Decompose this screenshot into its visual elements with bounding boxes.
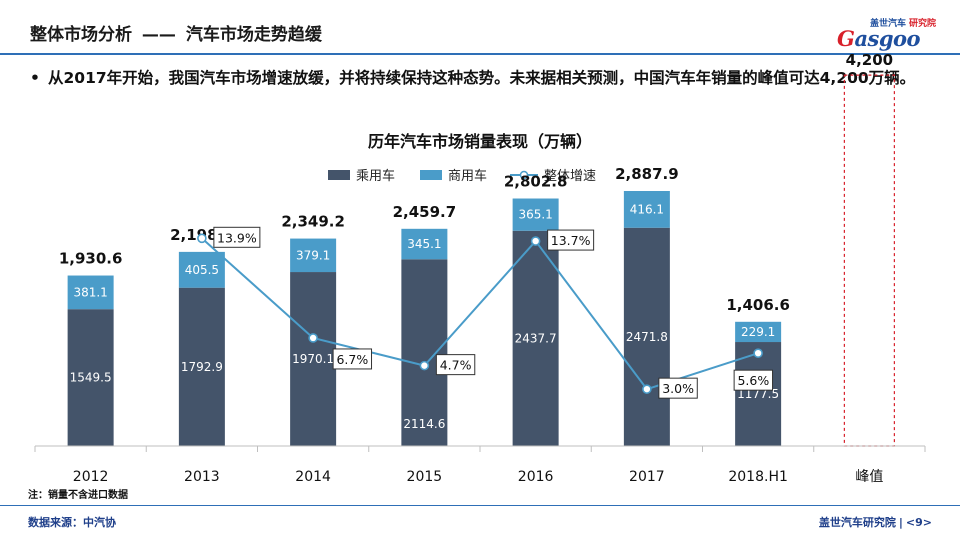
bar-commercial bbox=[178, 251, 225, 288]
summary-text: 从2017年开始，我国汽车市场增速放缓，并将持续保持这种态势。未来据相关预测，中… bbox=[48, 69, 916, 87]
growth-label-box bbox=[733, 369, 774, 391]
x-tick-label: 2012 bbox=[73, 469, 109, 485]
bar-passenger bbox=[623, 227, 670, 446]
bar-commercial bbox=[735, 321, 782, 343]
bar-passenger bbox=[512, 230, 559, 446]
data-label-commercial: 345.1 bbox=[407, 237, 441, 251]
bar-commercial bbox=[67, 275, 114, 310]
logo-wordmark: Gasgoo bbox=[837, 26, 921, 51]
data-label-passenger: 2471.8 bbox=[626, 330, 668, 344]
growth-label-box bbox=[658, 377, 698, 399]
data-source: 数据来源：中汽协 bbox=[28, 516, 116, 529]
data-label-total: 4,200 bbox=[846, 51, 893, 69]
logo-wordmark-text: asgoo bbox=[854, 26, 921, 51]
x-tick-label: 2013 bbox=[184, 469, 220, 485]
data-label-total: 1,406.6 bbox=[726, 296, 790, 314]
growth-label-box bbox=[332, 348, 373, 370]
data-label-total: 2,349.2 bbox=[281, 213, 345, 231]
growth-label: 4.7% bbox=[440, 358, 472, 373]
gasgoo-logo: 盖世汽车 研究院 Gasgoo bbox=[835, 16, 936, 51]
legend-growth-marker bbox=[519, 170, 529, 180]
bar-commercial bbox=[512, 198, 559, 231]
growth-point bbox=[197, 233, 207, 244]
growth-label: 3.0% bbox=[662, 381, 694, 396]
growth-label-box bbox=[213, 226, 261, 248]
page-title: 整体市场分析 —— 汽车市场走势趋缓 bbox=[30, 20, 322, 45]
data-label-commercial: 381.1 bbox=[73, 285, 107, 299]
data-label-passenger: 1549.5 bbox=[70, 371, 112, 385]
bar-commercial bbox=[290, 238, 337, 273]
growth-label: 5.6% bbox=[737, 373, 769, 388]
footnote: 注：销量不含进口数据 bbox=[28, 490, 128, 501]
footer-separator: | bbox=[898, 516, 903, 529]
bar-passenger bbox=[290, 272, 337, 446]
chart-title: 历年汽车市场销量表现（万辆） bbox=[367, 132, 592, 151]
footer-brand: 盖世汽车研究院 | <9> bbox=[819, 514, 932, 530]
x-tick-label: 2018.H1 bbox=[728, 469, 788, 485]
legend-commercial-swatch bbox=[420, 170, 442, 180]
data-label-total: 1,930.6 bbox=[59, 250, 123, 268]
bar-passenger bbox=[178, 287, 225, 446]
logo-initial: G bbox=[837, 26, 855, 51]
x-tick-label: 2017 bbox=[629, 469, 665, 485]
summary-bullet: • 从2017年开始，我国汽车市场增速放缓，并将持续保持这种态势。未来据相关预测… bbox=[30, 66, 935, 91]
logo-caption-institute: 研究院 bbox=[909, 19, 937, 29]
growth-label-box bbox=[435, 354, 476, 376]
data-label-commercial: 416.1 bbox=[630, 202, 664, 216]
data-label-commercial: 379.1 bbox=[296, 248, 330, 262]
data-label-total: 2,459.7 bbox=[393, 203, 457, 221]
growth-point bbox=[753, 348, 763, 358]
x-tick-label: 2014 bbox=[295, 469, 331, 485]
data-label-commercial: 365.1 bbox=[518, 208, 552, 222]
x-tick-label: 峰值 bbox=[855, 469, 883, 485]
footer-divider bbox=[0, 505, 960, 506]
bar-commercial bbox=[623, 190, 670, 228]
bullet-dot-icon: • bbox=[30, 69, 40, 87]
logo-caption-brand: 盖世汽车 bbox=[870, 19, 907, 29]
data-label-commercial: 405.5 bbox=[185, 263, 219, 277]
data-label-total: 2,887.9 bbox=[615, 165, 679, 183]
section-title: 整体市场分析 bbox=[30, 25, 132, 45]
header-divider bbox=[0, 53, 960, 55]
bar-passenger bbox=[67, 309, 114, 446]
legend-passenger-label: 乘用车 bbox=[356, 168, 395, 184]
topic-title: 汽车市场走势趋缓 bbox=[185, 25, 322, 45]
bar-peak bbox=[843, 74, 895, 447]
data-label-passenger: 1970.1 bbox=[292, 352, 334, 366]
x-tick-label: 2016 bbox=[518, 469, 554, 485]
growth-point bbox=[308, 333, 318, 343]
legend-growth-label: 整体增速 bbox=[544, 169, 596, 184]
footer-brand-name: 盖世汽车研究院 bbox=[818, 516, 896, 529]
growth-label-box bbox=[547, 229, 595, 251]
data-label-passenger: 1792.9 bbox=[181, 360, 223, 374]
x-tick-label: 2015 bbox=[407, 469, 443, 485]
data-label-total: 2,802.8 bbox=[504, 173, 568, 191]
data-label-passenger: 2114.6 bbox=[403, 417, 445, 431]
growth-label: 13.7% bbox=[551, 233, 591, 248]
growth-label: 6.7% bbox=[336, 352, 368, 367]
growth-label: 13.9% bbox=[217, 230, 257, 245]
bar-passenger bbox=[735, 342, 782, 446]
logo-caption: 盖世汽车 研究院 bbox=[870, 16, 936, 29]
bar-commercial bbox=[401, 228, 448, 260]
data-label-commercial: 229.1 bbox=[741, 325, 775, 339]
legend-passenger-swatch bbox=[328, 170, 350, 180]
growth-point bbox=[530, 236, 541, 246]
growth-point bbox=[419, 360, 430, 371]
legend-commercial-label: 商用车 bbox=[448, 168, 487, 184]
bar-passenger bbox=[401, 259, 448, 446]
page-number: <9> bbox=[905, 516, 932, 529]
data-label-passenger: 2437.7 bbox=[515, 331, 557, 345]
title-separator: —— bbox=[141, 25, 176, 45]
growth-line bbox=[201, 237, 759, 391]
growth-point bbox=[642, 384, 652, 394]
